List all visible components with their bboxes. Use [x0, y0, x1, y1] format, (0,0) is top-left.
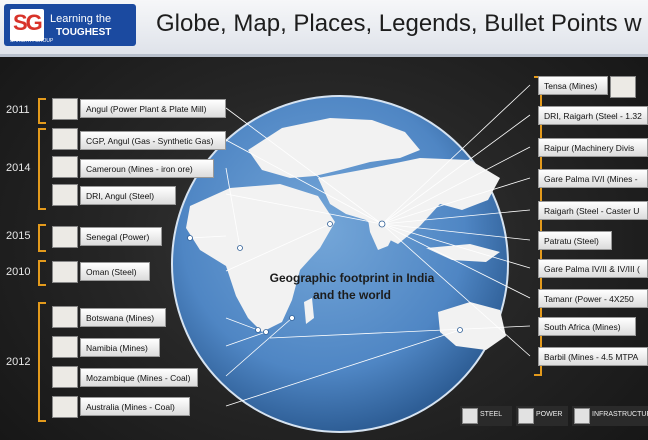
- year-label: 2010: [6, 266, 31, 278]
- mine-cart-icon: [52, 306, 78, 328]
- power-plant-icon: [518, 408, 534, 424]
- gas-plant-icon: [52, 128, 78, 150]
- legend-item-steel: STEEL: [460, 406, 512, 426]
- year-bracket: [38, 224, 46, 252]
- location-markers: [187, 220, 463, 335]
- year-bracket: [38, 128, 46, 210]
- location-label: Senegal (Power): [80, 227, 162, 246]
- slide-title: Globe, Map, Places, Legends, Bullet Poin…: [156, 10, 642, 37]
- mine-cart-icon: [52, 336, 78, 358]
- power-plant-icon: [52, 98, 78, 120]
- location-label: DRI, Raigarh (Steel - 1.32: [538, 106, 648, 125]
- location-label: Mozambique (Mines - Coal): [80, 368, 198, 387]
- location-label: Patratu (Steel): [538, 231, 612, 250]
- company-logo: SG SHRIDITH GROUP Learning the TOUGHEST: [4, 4, 136, 46]
- location-label: Botswana (Mines): [80, 308, 166, 327]
- logo-mark: SG: [10, 9, 44, 41]
- australia-landmass: [438, 302, 506, 350]
- legend-item-infrastructure: INFRASTRUCTURE: [572, 406, 648, 426]
- location-label: Namibia (Mines): [80, 338, 160, 357]
- europe-landmass: [248, 118, 420, 178]
- header-bar: SG SHRIDITH GROUP Learning the TOUGHEST …: [0, 0, 648, 57]
- globe-caption: Geographic footprint in India and the wo…: [269, 271, 435, 302]
- location-label: Australia (Mines - Coal): [80, 397, 190, 416]
- mine-cart-icon: [610, 76, 636, 98]
- connector-lines: [189, 84, 531, 407]
- location-label: Gare Palma IV/I (Mines -: [538, 169, 648, 188]
- mine-cart-icon: [52, 366, 78, 388]
- location-label: Cameroun (Mines - iron ore): [80, 159, 214, 178]
- location-label: Oman (Steel): [80, 262, 150, 281]
- year-label: 2014: [6, 162, 31, 174]
- year-bracket: [38, 302, 46, 422]
- mine-cart-icon: [52, 156, 78, 178]
- location-label: Tensa (Mines): [538, 76, 608, 95]
- location-label: Angul (Power Plant & Plate Mill): [80, 99, 226, 118]
- logo-tagline-1: Learning the: [50, 13, 112, 25]
- location-label: Gare Palma IV/II & IV/III (: [538, 259, 648, 278]
- steel-icon: [52, 261, 78, 283]
- location-label: DRI, Angul (Steel): [80, 186, 176, 205]
- logo-subtitle: SHRIDITH GROUP: [10, 38, 54, 44]
- legend-item-power: POWER: [516, 406, 568, 426]
- location-label: Raipur (Machinery Divis: [538, 138, 648, 157]
- steel-icon: [52, 184, 78, 206]
- africa-landmass: [186, 184, 335, 332]
- power-plant-icon: [52, 226, 78, 248]
- year-bracket: [38, 98, 46, 124]
- year-bracket: [38, 260, 46, 286]
- year-label: 2011: [6, 104, 30, 116]
- location-label: CGP, Angul (Gas - Synthetic Gas): [80, 131, 226, 150]
- madagascar-landmass: [304, 298, 314, 324]
- steel-icon: [462, 408, 478, 424]
- location-label: Tamanr (Power - 4X250: [538, 289, 648, 308]
- location-label: Raigarh (Steel - Caster U: [538, 201, 648, 220]
- year-label: 2012: [6, 356, 31, 368]
- year-label: 2015: [6, 230, 31, 242]
- asia-landmass: [318, 158, 500, 244]
- infrastructure-icon: [574, 408, 590, 424]
- logo-tagline-2: TOUGHEST: [56, 27, 112, 38]
- indonesia-landmass: [426, 244, 500, 262]
- location-label: Barbil (Mines - 4.5 MTPA: [538, 347, 648, 366]
- mine-cart-icon: [52, 396, 78, 418]
- location-label: South Africa (Mines): [538, 317, 636, 336]
